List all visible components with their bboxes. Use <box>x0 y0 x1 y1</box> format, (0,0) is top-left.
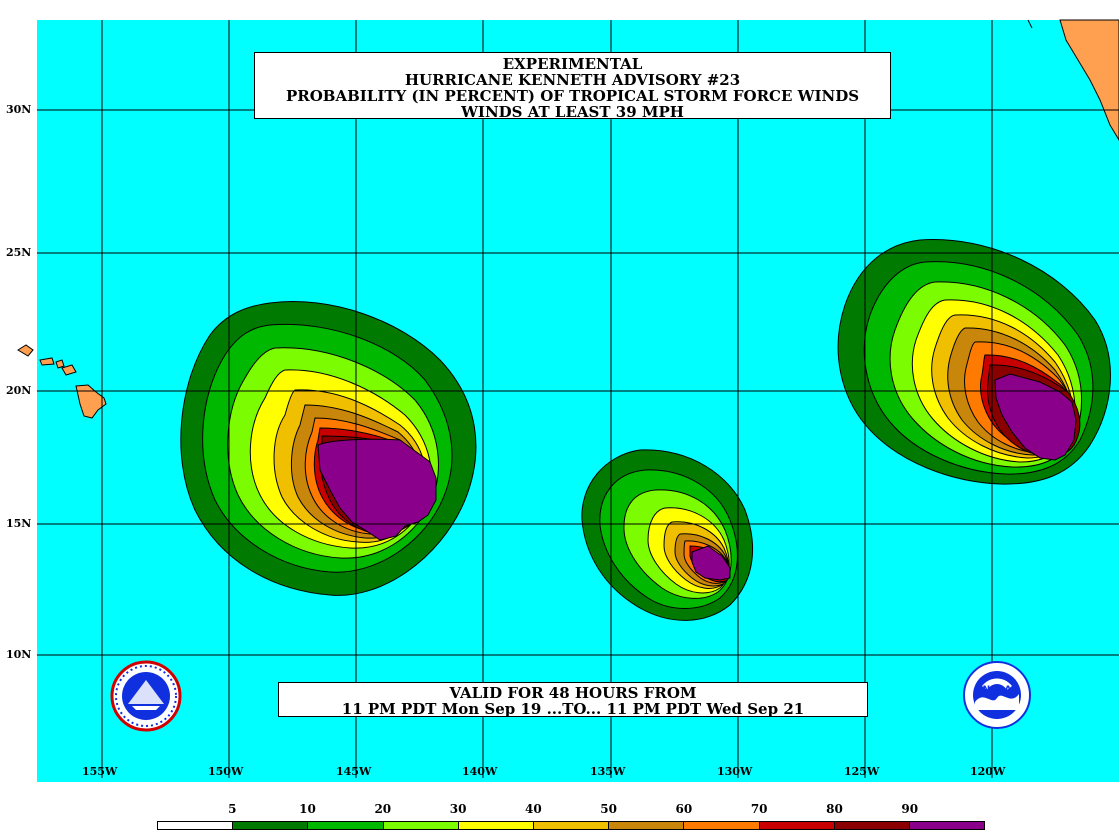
legend-label: 60 <box>675 802 693 816</box>
legend-label: 5 <box>228 802 237 816</box>
legend-label: 70 <box>750 802 768 816</box>
title-line-2: HURRICANE KENNETH ADVISORY #23 <box>404 71 741 89</box>
lon-label-125w: 125W <box>844 765 880 778</box>
lon-label-120w: 120W <box>970 765 1006 778</box>
title-box: EXPERIMENTAL HURRICANE KENNETH ADVISORY … <box>254 52 891 121</box>
legend-swatch <box>609 822 685 829</box>
valid-line-1: VALID FOR 48 HOURS FROM <box>449 684 697 702</box>
valid-period-box: VALID FOR 48 HOURS FROM 11 PM PDT Mon Se… <box>278 682 868 717</box>
legend-swatch <box>909 822 985 829</box>
legend-swatch <box>834 822 910 829</box>
lon-label-150w: 150W <box>208 765 244 778</box>
title-line-4: WINDS AT LEAST 39 MPH <box>461 103 684 121</box>
lat-label-30n: 30N <box>6 103 32 116</box>
legend-label: 30 <box>449 802 467 816</box>
valid-line-2: 11 PM PDT Mon Sep 19 ...TO... 11 PM PDT … <box>341 700 805 718</box>
noaa-logo: NOAA <box>963 661 1031 729</box>
lon-label-135w: 135W <box>590 765 626 778</box>
legend-swatch <box>533 822 610 829</box>
legend-swatch <box>759 822 835 829</box>
legend-label: 20 <box>374 802 392 816</box>
legend-swatch <box>458 822 534 829</box>
land-baja-coast <box>1027 19 1033 29</box>
legend-label: 50 <box>600 802 617 816</box>
nws-logo <box>110 660 182 732</box>
lat-label-10n: 10N <box>6 648 32 661</box>
svg-text:NOAA: NOAA <box>983 685 1012 695</box>
legend-swatch <box>308 822 384 829</box>
lon-label-155w: 155W <box>82 765 118 778</box>
title-line-3: PROBABILITY (IN PERCENT) OF TROPICAL STO… <box>285 87 860 105</box>
title-line-1: EXPERIMENTAL <box>502 55 643 73</box>
lat-label-15n: 15N <box>6 517 32 530</box>
legend-swatch <box>158 822 234 829</box>
legend-swatch <box>233 822 309 829</box>
legend-label: 80 <box>826 802 843 816</box>
legend-label: 40 <box>525 802 542 816</box>
storm-contours-west <box>180 301 477 596</box>
storm-contours-central <box>581 449 754 621</box>
lon-label-145w: 145W <box>336 765 372 778</box>
legend-label: 10 <box>299 802 316 816</box>
lon-label-130w: 130W <box>717 765 753 778</box>
legend-swatch <box>383 822 459 829</box>
lat-label-20n: 20N <box>6 384 32 397</box>
lat-label-25n: 25N <box>6 246 32 259</box>
legend-swatch <box>684 822 760 829</box>
legend-label: 90 <box>901 802 919 816</box>
lon-label-140w: 140W <box>462 765 498 778</box>
lat-lon-grid <box>37 20 1119 778</box>
probability-legend-bar <box>157 821 985 830</box>
